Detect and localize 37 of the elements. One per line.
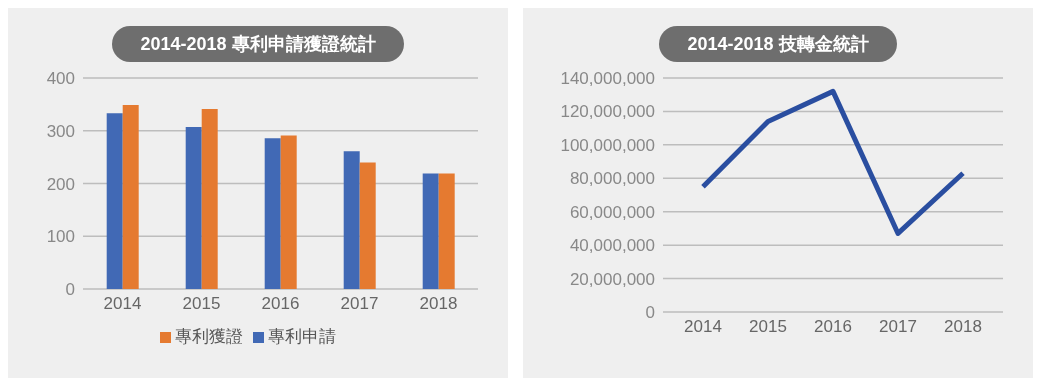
bar bbox=[359, 162, 376, 289]
x-tick-label: 2015 bbox=[182, 294, 221, 314]
y-tick-label: 80,000,000 bbox=[569, 169, 655, 189]
legend-label: 專利獲證 bbox=[175, 327, 243, 346]
x-tick-label: 2017 bbox=[340, 294, 379, 314]
x-tick-label: 2018 bbox=[944, 317, 982, 337]
bar bbox=[185, 127, 202, 289]
y-tick-label: 200 bbox=[46, 174, 75, 194]
x-tick-label: 2016 bbox=[814, 317, 852, 337]
bar bbox=[122, 104, 139, 289]
x-tick-label: 2016 bbox=[261, 294, 300, 314]
chart-title: 2014-2018 技轉金統計 bbox=[659, 26, 897, 62]
bar bbox=[280, 135, 297, 289]
x-tick-label: 2014 bbox=[103, 294, 142, 314]
y-tick-label: 40,000,000 bbox=[569, 236, 655, 256]
bar bbox=[422, 173, 439, 289]
y-tick-label: 100,000,000 bbox=[560, 135, 655, 155]
y-tick-label: 0 bbox=[65, 280, 75, 300]
x-tick-label: 2015 bbox=[749, 317, 787, 337]
x-tick-label: 2014 bbox=[684, 317, 722, 337]
bar bbox=[343, 151, 360, 289]
y-tick-label: 0 bbox=[645, 303, 655, 323]
y-tick-label: 140,000,000 bbox=[560, 69, 655, 89]
y-tick-label: 120,000,000 bbox=[560, 102, 655, 122]
y-tick-label: 60,000,000 bbox=[569, 202, 655, 222]
x-tick-label: 2018 bbox=[419, 294, 458, 314]
y-tick-label: 100 bbox=[46, 227, 75, 247]
bar bbox=[201, 109, 218, 289]
x-tick-label: 2017 bbox=[879, 317, 917, 337]
legend-label: 專利申請 bbox=[268, 327, 336, 346]
y-tick-label: 400 bbox=[46, 69, 75, 89]
y-tick-label: 20,000,000 bbox=[569, 269, 655, 289]
chart-title: 2014-2018 專利申請獲證統計 bbox=[112, 26, 404, 62]
bar bbox=[438, 173, 455, 289]
bar bbox=[106, 113, 123, 289]
bar bbox=[264, 138, 281, 289]
y-tick-label: 300 bbox=[46, 121, 75, 141]
